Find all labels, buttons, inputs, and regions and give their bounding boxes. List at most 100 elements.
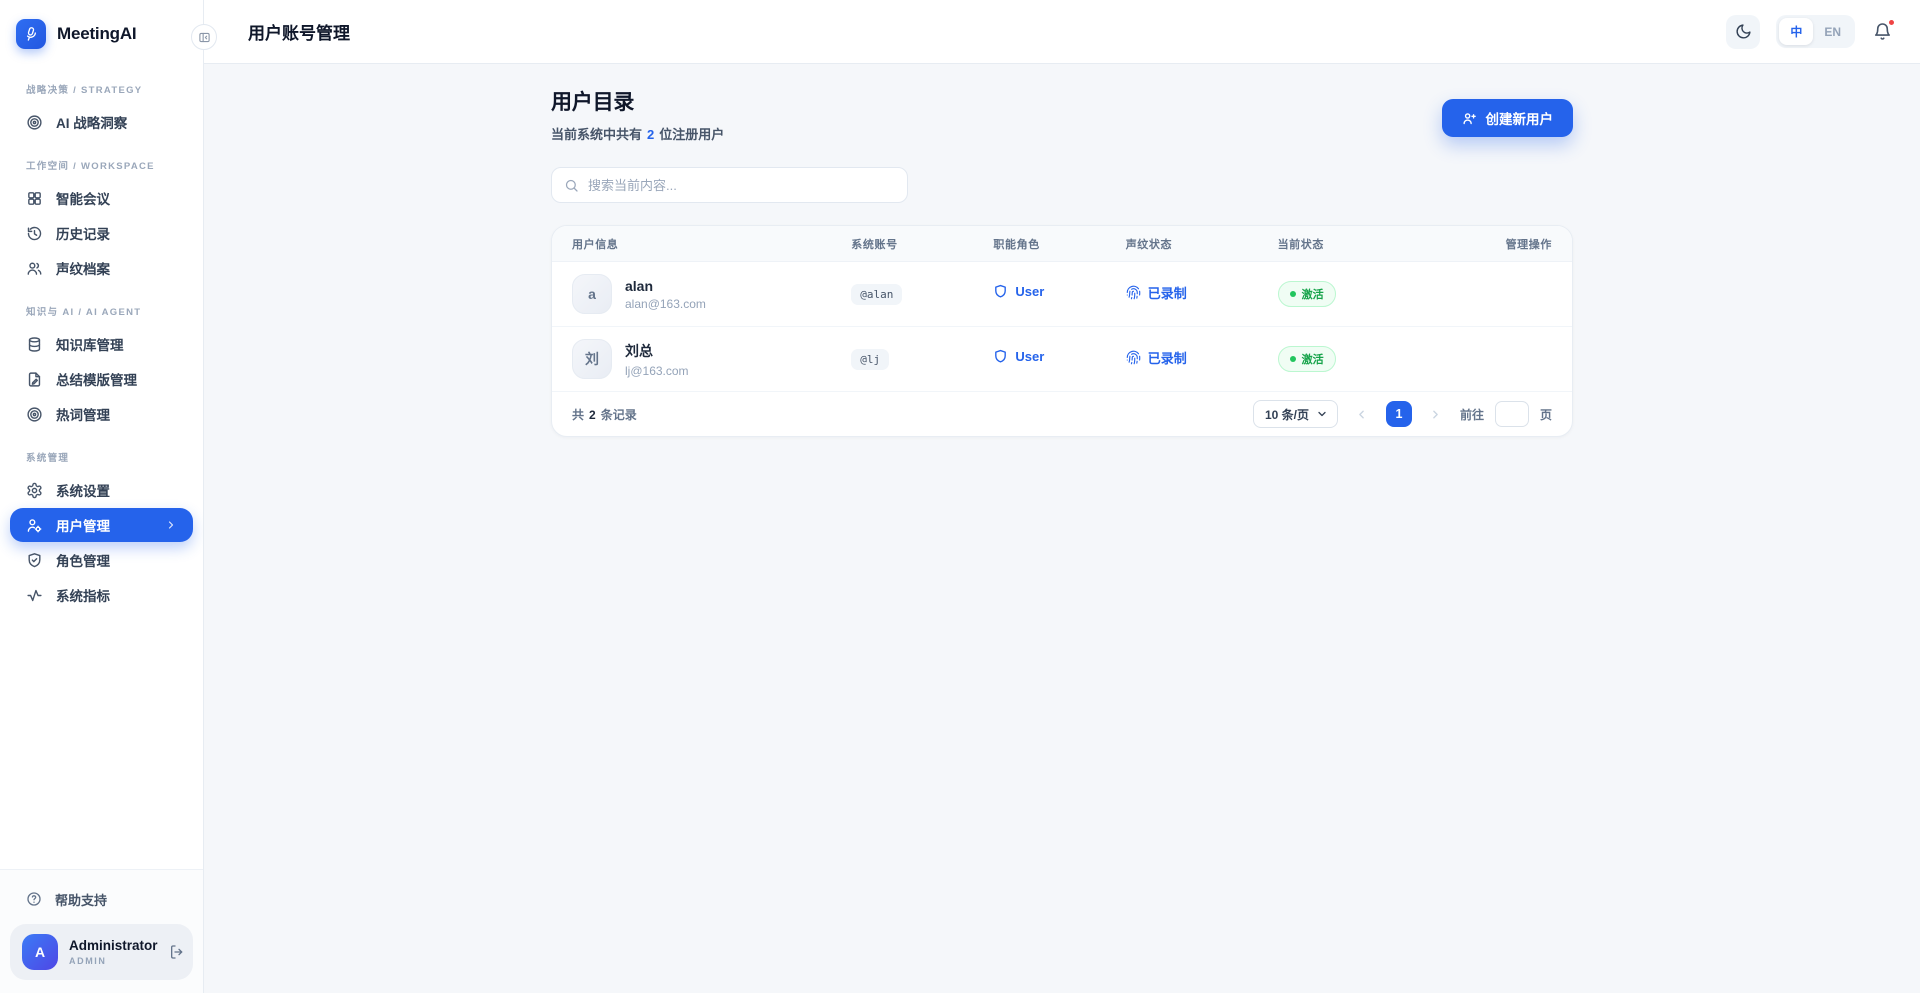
account-cell: @lj <box>851 348 993 370</box>
help-circle-icon <box>26 891 42 907</box>
sidebar-item-label: 系统指标 <box>56 589 110 604</box>
sidebar-nav: 战略决策 / STRATEGY AI 战略洞察 工作空间 / WORKSPACE… <box>0 59 203 869</box>
avatar: 刘 <box>572 339 612 379</box>
role-badge[interactable]: User <box>993 349 1044 364</box>
pagination: 10 条/页 1 <box>1252 400 1552 428</box>
column-header-voice-status: 声纹状态 <box>1125 238 1173 251</box>
sidebar-item-label: 用户管理 <box>56 519 110 534</box>
brand-block: MeetingAI <box>0 0 203 59</box>
user-info-cell: 刘 刘总 lj@163.com <box>572 339 851 379</box>
sidebar-item-knowledge-base[interactable]: 知识库管理 <box>10 327 193 361</box>
role-cell: User <box>993 284 1125 304</box>
sidebar-item-history[interactable]: 历史记录 <box>10 216 193 250</box>
directory-subtitle: 当前系统中共有 2 位注册用户 <box>551 124 724 143</box>
chevron-right-icon <box>165 519 177 531</box>
user-email: lj@163.com <box>625 363 689 378</box>
table-row[interactable]: 刘 刘总 lj@163.com @lj <box>552 327 1572 392</box>
history-icon <box>26 225 43 242</box>
table-row[interactable]: a alan alan@163.com @alan <box>552 262 1572 327</box>
voice-status-cell: 已录制 <box>1126 348 1278 370</box>
sidebar-item-summary-templates[interactable]: 总结模版管理 <box>10 362 193 396</box>
user-name: alan <box>625 277 654 294</box>
current-user-name: Administrator <box>69 937 158 953</box>
voice-status-label: 已录制 <box>1147 286 1187 301</box>
sidebar-item-system-settings[interactable]: 系统设置 <box>10 473 193 507</box>
column-header-account: 系统账号 <box>851 238 898 251</box>
sidebar-item-smart-meeting[interactable]: 智能会议 <box>10 181 193 215</box>
sidebar-item-label: AI 战略洞察 <box>56 116 128 131</box>
sidebar-item-ai-strategy[interactable]: AI 战略洞察 <box>10 105 193 139</box>
account-handle: @alan <box>851 283 903 305</box>
column-header-actions: 管理操作 <box>1505 238 1552 251</box>
nav-section-label: 工作空间 / WORKSPACE <box>26 161 155 172</box>
grid-icon <box>26 190 43 207</box>
current-user-meta: Administrator ADMIN <box>69 938 158 967</box>
user-gear-icon <box>26 517 43 534</box>
search-icon <box>564 178 579 193</box>
page-size-select[interactable]: 10 条/页 <box>1252 400 1338 428</box>
voice-status-badge[interactable]: 已录制 <box>1126 348 1187 367</box>
voice-status-badge[interactable]: 已录制 <box>1126 283 1187 302</box>
microphone-icon <box>16 19 46 49</box>
role-label: User <box>1015 349 1045 364</box>
logout-icon[interactable] <box>169 944 185 960</box>
theme-toggle-button[interactable] <box>1726 14 1761 49</box>
sidebar-item-voiceprint-archive[interactable]: 声纹档案 <box>10 251 193 285</box>
create-user-button[interactable]: 创建新用户 <box>1441 99 1573 137</box>
voice-status-label: 已录制 <box>1147 351 1187 366</box>
goto-page-input[interactable] <box>1494 401 1529 427</box>
nav-section-label: 战略决策 / STRATEGY <box>26 85 143 96</box>
nav-section-label: 知识与 AI / AI AGENT <box>26 307 142 318</box>
status-dot-icon <box>1289 291 1296 297</box>
language-toggle: 中 EN <box>1776 15 1855 48</box>
sidebar-item-label: 智能会议 <box>56 192 110 207</box>
user-name: 刘总 <box>625 342 653 359</box>
activity-icon <box>26 587 43 604</box>
current-user-role: ADMIN <box>69 955 107 966</box>
current-page-button[interactable]: 1 <box>1385 401 1412 427</box>
target-icon <box>26 114 43 131</box>
goto-page-suffix: 页 <box>1539 407 1552 422</box>
bell-icon <box>1873 22 1892 41</box>
prev-page-button[interactable] <box>1349 401 1375 427</box>
avatar: a <box>572 274 612 314</box>
status-badge: 激活 <box>1277 281 1336 307</box>
avatar: A <box>22 934 58 970</box>
document-pen-icon <box>26 371 43 388</box>
sidebar-item-label: 系统设置 <box>56 484 110 499</box>
record-count-value: 2 <box>589 407 596 422</box>
shield-check-icon <box>26 552 43 569</box>
notifications-button[interactable] <box>1873 19 1895 41</box>
sidebar-item-hot-words[interactable]: 热词管理 <box>10 397 193 431</box>
sidebar-item-user-management[interactable]: 用户管理 <box>10 508 193 542</box>
sidebar-item-label: 历史记录 <box>56 227 110 242</box>
status-cell: 激活 <box>1277 346 1430 372</box>
column-header-user-info: 用户信息 <box>572 238 619 251</box>
chevron-right-icon <box>1429 408 1442 421</box>
search-bar <box>551 167 908 203</box>
help-support-link[interactable]: 帮助支持 <box>10 884 193 914</box>
search-input[interactable] <box>588 177 895 193</box>
sidebar-item-system-metrics[interactable]: 系统指标 <box>10 578 193 612</box>
user-plus-icon <box>1462 111 1477 126</box>
account-handle: @lj <box>851 348 890 370</box>
subtitle-prefix: 当前系统中共有 <box>551 127 643 142</box>
record-count-prefix: 共 <box>572 407 585 422</box>
current-user-card[interactable]: A Administrator ADMIN <box>10 924 193 980</box>
status-cell: 激活 <box>1277 281 1430 307</box>
topbar: 用户账号管理 中 EN <box>191 0 1920 64</box>
status-label: 激活 <box>1301 354 1324 366</box>
sidebar-item-label: 角色管理 <box>56 554 110 569</box>
sidebar-item-role-management[interactable]: 角色管理 <box>10 543 193 577</box>
column-header-role: 职能角色 <box>993 238 1040 251</box>
role-badge[interactable]: User <box>993 284 1044 299</box>
next-page-button[interactable] <box>1423 401 1449 427</box>
sidebar-collapse-button[interactable] <box>191 24 217 50</box>
user-identity: alan alan@163.com <box>625 278 706 311</box>
user-info-cell: a alan alan@163.com <box>572 274 851 314</box>
sidebar-item-label: 声纹档案 <box>56 262 110 277</box>
language-option-en[interactable]: EN <box>1824 24 1841 39</box>
language-option-zh[interactable]: 中 <box>1779 18 1814 45</box>
subtitle-suffix: 位注册用户 <box>659 127 725 142</box>
